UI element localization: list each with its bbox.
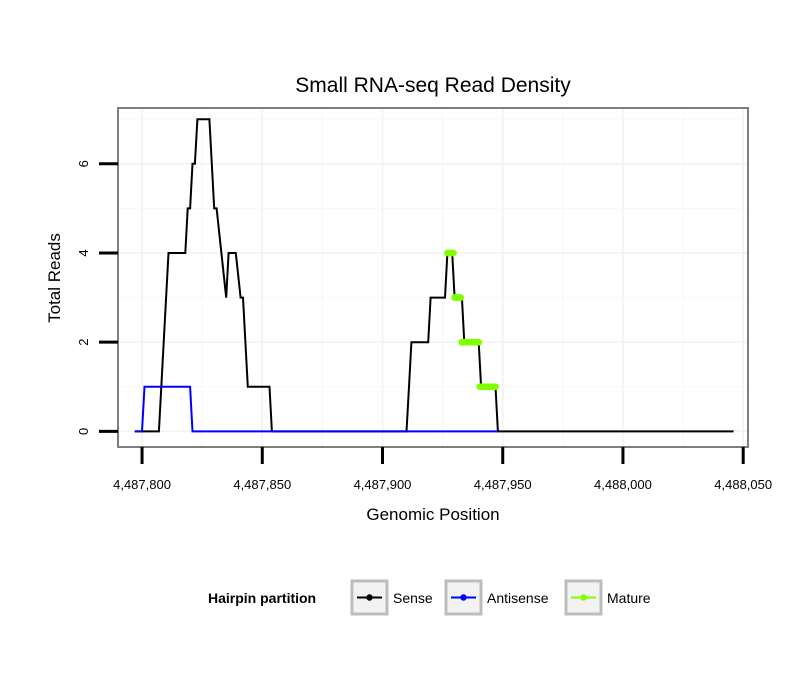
x-tick-label: 4,487,850: [233, 477, 291, 492]
y-tick-label: 6: [76, 160, 91, 167]
x-axis-title: Genomic Position: [366, 505, 499, 524]
series-layer: [134, 118, 734, 433]
legend-title: Hairpin partition: [208, 590, 316, 606]
x-tick-label: 4,488,000: [594, 477, 652, 492]
legend-item-sense: Sense: [350, 579, 433, 616]
y-tick-label: 4: [76, 249, 91, 256]
legend-key-point: [460, 594, 467, 601]
series-line-sense: [134, 118, 734, 433]
legend-key-point: [580, 594, 587, 601]
legend-key-point: [366, 594, 373, 601]
x-tick-label: 4,487,900: [354, 477, 412, 492]
y-tick-label: 2: [76, 339, 91, 346]
series-line-antisense: [134, 385, 498, 433]
x-tick-label: 4,487,800: [113, 477, 171, 492]
legend-label: Sense: [393, 590, 433, 606]
legend-label: Mature: [607, 590, 651, 606]
legend-item-antisense: Antisense: [444, 579, 549, 616]
y-tick-label: 0: [76, 428, 91, 435]
legend-item-mature: Mature: [564, 579, 651, 616]
x-axis: 4,487,800 4,487,850 4,487,900 4,487,950 4,48…: [113, 447, 772, 492]
series-point-mature: [450, 249, 457, 257]
chart-title: Small RNA-seq Read Density: [295, 74, 571, 97]
series-point-mature: [457, 294, 465, 301]
x-tick-label: 4,487,950: [474, 477, 532, 492]
legend-label: Antisense: [487, 590, 549, 606]
plot-panel-border: [117, 107, 749, 448]
series-point-mature: [475, 338, 483, 346]
legend: Hairpin partition Sense Antisense Mature: [208, 579, 651, 616]
x-tick-label: 4,488,050: [714, 477, 772, 492]
y-axis: 0 2 4 6: [76, 160, 118, 435]
series-point-mature: [492, 383, 499, 391]
y-axis-title: Total Reads: [45, 233, 64, 323]
